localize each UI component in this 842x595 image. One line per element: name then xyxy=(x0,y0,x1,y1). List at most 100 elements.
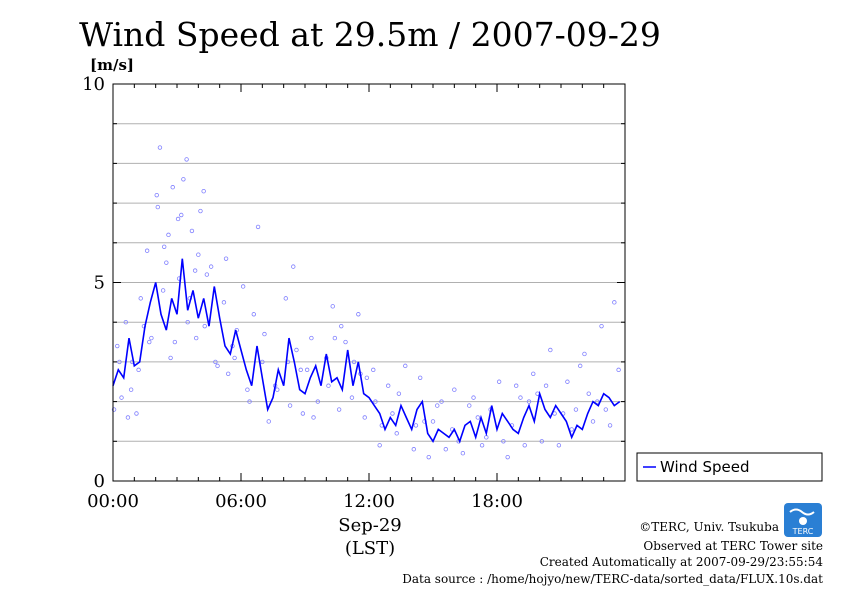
sample-point xyxy=(155,204,160,210)
y-tick-label: 5 xyxy=(94,273,105,294)
sample-point xyxy=(484,435,489,440)
sample-point xyxy=(164,260,169,265)
sample-point xyxy=(518,395,523,400)
sample-point xyxy=(117,359,122,365)
sample-point xyxy=(170,185,175,190)
sample-point xyxy=(582,351,587,357)
sample-point xyxy=(175,216,181,222)
sample-point xyxy=(599,323,604,329)
sample-point xyxy=(548,347,553,353)
sample-point xyxy=(181,177,186,182)
sample-point xyxy=(467,403,472,408)
x-tick-label: 00:00 xyxy=(87,491,139,512)
sample-point xyxy=(496,379,502,384)
sample-point xyxy=(590,419,596,424)
sample-point xyxy=(595,399,600,404)
sample-point xyxy=(125,415,131,420)
sample-point xyxy=(505,454,510,460)
sample-point xyxy=(526,399,532,404)
sample-point xyxy=(192,268,198,273)
sample-point xyxy=(198,208,203,214)
sample-point xyxy=(603,407,608,412)
x-tick-label: 12:00 xyxy=(343,491,395,512)
sample-point xyxy=(315,399,320,404)
x-axis-label-date: Sep-29 xyxy=(338,515,402,536)
sample-point xyxy=(128,387,134,392)
sample-point xyxy=(573,407,579,412)
sample-point xyxy=(443,447,448,452)
sample-point xyxy=(607,423,613,428)
series-line-wind-speed xyxy=(112,258,621,444)
sample-point xyxy=(539,439,544,444)
sample-point xyxy=(115,343,120,349)
sample-point xyxy=(304,367,310,373)
credit-source: Data source : /home/hojyo/new/TERC-data/… xyxy=(402,572,823,586)
sample-point xyxy=(255,224,261,230)
sample-point xyxy=(330,304,335,309)
sample-point xyxy=(565,379,570,384)
sample-point xyxy=(154,192,159,198)
sample-point xyxy=(326,383,331,388)
sample-point xyxy=(202,323,207,329)
sample-point xyxy=(262,331,267,337)
sample-point xyxy=(332,335,338,341)
sample-point xyxy=(298,367,303,373)
sample-point xyxy=(251,312,256,317)
sample-point xyxy=(166,232,171,238)
chart-title: Wind Speed at 29.5m / 2007-09-29 xyxy=(79,15,661,54)
sample-point xyxy=(430,419,436,424)
sample-point xyxy=(543,383,549,388)
sample-point xyxy=(134,411,139,416)
y-tick-label: 10 xyxy=(82,74,105,95)
sample-point xyxy=(460,451,466,456)
sample-point xyxy=(215,363,220,369)
scatter-samples xyxy=(111,145,621,460)
sample-point xyxy=(196,252,201,257)
sample-point xyxy=(616,367,621,373)
terc-logo: TERC xyxy=(784,503,822,537)
sample-point xyxy=(161,244,167,249)
sample-point xyxy=(185,320,190,325)
sample-point xyxy=(225,371,231,377)
sample-point xyxy=(144,248,150,253)
sample-point xyxy=(136,367,141,373)
sample-point xyxy=(208,264,214,269)
sample-point xyxy=(245,387,250,392)
sample-point xyxy=(201,188,206,194)
sample-point xyxy=(479,443,485,448)
sample-point xyxy=(336,407,342,412)
sample-point xyxy=(452,387,457,392)
sample-point xyxy=(300,411,306,416)
sample-point xyxy=(356,312,361,317)
sample-point xyxy=(275,387,280,392)
sample-point xyxy=(157,145,163,150)
sample-point xyxy=(514,383,519,388)
x-tick-label: 18:00 xyxy=(471,491,523,512)
sample-point xyxy=(179,212,184,218)
sample-point xyxy=(123,320,128,325)
sample-point xyxy=(373,399,378,404)
y-tick-label: 0 xyxy=(94,471,105,492)
sample-point xyxy=(266,419,271,424)
sample-point xyxy=(390,411,395,416)
sample-point xyxy=(291,264,296,269)
sample-point xyxy=(232,355,237,361)
sample-point xyxy=(294,347,299,353)
sample-point xyxy=(578,363,583,369)
sample-point xyxy=(349,395,355,400)
sample-point xyxy=(240,284,246,289)
line-layer xyxy=(112,258,621,444)
sample-point xyxy=(260,359,265,365)
sample-point xyxy=(111,407,117,412)
sample-point xyxy=(213,359,218,365)
sample-point xyxy=(168,355,173,361)
sample-point xyxy=(522,443,527,448)
sample-point xyxy=(471,395,476,400)
sample-point xyxy=(435,403,440,408)
logo-text: TERC xyxy=(792,527,814,536)
sample-point xyxy=(403,363,408,369)
sample-point xyxy=(204,272,210,277)
sample-point xyxy=(147,339,152,345)
x-axis-label-lst: (LST) xyxy=(345,538,395,559)
grid xyxy=(113,123,625,442)
